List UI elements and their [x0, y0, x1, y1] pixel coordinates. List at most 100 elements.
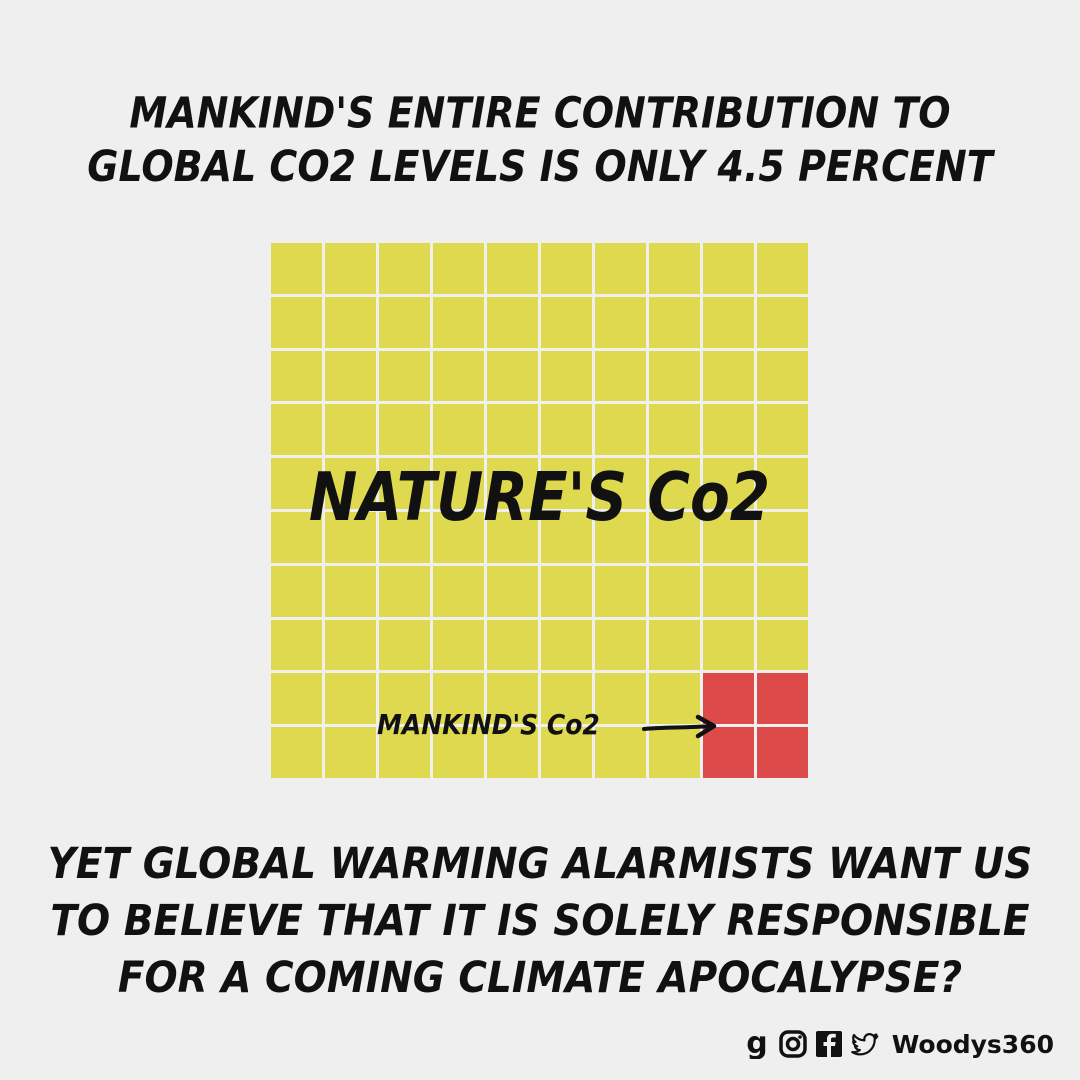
nature-cell: [595, 673, 646, 725]
nature-cell: [757, 404, 808, 456]
nature-cell: [757, 565, 808, 617]
nature-cell: [757, 296, 808, 348]
nature-cell: [541, 404, 592, 456]
nature-cell: [487, 619, 538, 671]
nature-cell: [649, 619, 700, 671]
nature-cell: [379, 673, 430, 725]
nature-cell: [325, 243, 376, 294]
nature-cell: [757, 619, 808, 671]
handle-label: Woodys360: [891, 1029, 1054, 1059]
nature-cell: [325, 458, 376, 509]
nature-cell: [757, 511, 808, 563]
nature-cell: [595, 350, 646, 402]
nature-cell: [595, 243, 646, 294]
nature-cell: [325, 565, 376, 617]
gab-icon[interactable]: g: [742, 1029, 772, 1059]
nature-cell: [433, 673, 484, 725]
nature-cell: [595, 565, 646, 617]
nature-cell: [487, 243, 538, 294]
nature-cell: [379, 511, 430, 563]
nature-cell: [379, 350, 430, 402]
svg-text:g: g: [746, 1029, 767, 1059]
nature-cell: [541, 350, 592, 402]
nature-cell: [595, 511, 646, 563]
nature-cell: [595, 619, 646, 671]
nature-cell: [541, 458, 592, 509]
nature-cell: [649, 565, 700, 617]
nature-cell: [379, 296, 430, 348]
nature-cell: [649, 673, 700, 725]
nature-cell: [433, 404, 484, 456]
nature-cell: [487, 404, 538, 456]
nature-cell: [757, 350, 808, 402]
nature-cell: [325, 673, 376, 725]
nature-cell: [271, 619, 322, 671]
nature-cell: [325, 619, 376, 671]
instagram-icon[interactable]: [778, 1029, 808, 1059]
nature-cell: [487, 511, 538, 563]
bottom-headline: YET GLOBAL WARMING ALARMISTS WANT US TO …: [0, 836, 1080, 1008]
nature-cell: [703, 511, 754, 563]
nature-cell: [433, 727, 484, 778]
nature-cell: [433, 619, 484, 671]
nature-cell: [271, 296, 322, 348]
bottom-headline-line-3: FOR A COMING CLIMATE APOCALYPSE?: [117, 953, 963, 1004]
nature-cell: [325, 727, 376, 778]
nature-cell: [541, 727, 592, 778]
co2-square-grid: [271, 243, 808, 778]
social-footer: g Woodys360: [742, 1024, 1054, 1064]
mankind-cell: [703, 727, 754, 778]
nature-cell: [433, 565, 484, 617]
nature-cell: [649, 350, 700, 402]
facebook-icon[interactable]: [814, 1029, 844, 1059]
nature-cell: [595, 458, 646, 509]
nature-cell: [325, 350, 376, 402]
nature-cell: [379, 619, 430, 671]
nature-cell: [541, 565, 592, 617]
nature-cell: [649, 243, 700, 294]
nature-cell: [703, 458, 754, 509]
bottom-headline-line-2: TO BELIEVE THAT IT IS SOLELY RESPONSIBLE: [50, 896, 1030, 947]
nature-cell: [703, 565, 754, 617]
nature-cell: [703, 243, 754, 294]
nature-cell: [433, 511, 484, 563]
nature-cell: [703, 350, 754, 402]
nature-cell: [541, 511, 592, 563]
nature-cell: [271, 243, 322, 294]
nature-cell: [595, 727, 646, 778]
nature-cell: [703, 296, 754, 348]
nature-cell: [379, 565, 430, 617]
nature-cell: [541, 296, 592, 348]
nature-cell: [271, 673, 322, 725]
mankind-cell: [757, 727, 808, 778]
twitter-icon[interactable]: [850, 1029, 880, 1059]
nature-cell: [487, 296, 538, 348]
bottom-headline-line-1: YET GLOBAL WARMING ALARMISTS WANT US: [47, 839, 1033, 889]
mankind-cell: [703, 673, 754, 725]
nature-cell: [703, 619, 754, 671]
nature-cell: [541, 619, 592, 671]
nature-cell: [325, 404, 376, 456]
top-headline-line-2: GLOBAL Co2 LEVELS IS ONLY 4.5 PERCENT: [87, 142, 993, 192]
nature-cell: [649, 511, 700, 563]
nature-cell: [595, 296, 646, 348]
nature-cell: [595, 404, 646, 456]
nature-cell: [757, 458, 808, 509]
nature-cell: [379, 727, 430, 778]
nature-cell: [541, 673, 592, 725]
top-headline: MANKIND'S ENTIRE CONTRIBUTION TO GLOBAL …: [0, 86, 1080, 194]
nature-cell: [271, 511, 322, 563]
nature-cell: [487, 565, 538, 617]
nature-cell: [271, 350, 322, 402]
nature-cell: [649, 296, 700, 348]
nature-cell: [487, 727, 538, 778]
nature-cell: [541, 243, 592, 294]
nature-cell: [487, 673, 538, 725]
nature-cell: [649, 404, 700, 456]
nature-cell: [487, 458, 538, 509]
mankind-cell: [757, 673, 808, 725]
nature-cell: [379, 458, 430, 509]
nature-cell: [433, 296, 484, 348]
nature-cell: [487, 350, 538, 402]
nature-cell: [649, 458, 700, 509]
